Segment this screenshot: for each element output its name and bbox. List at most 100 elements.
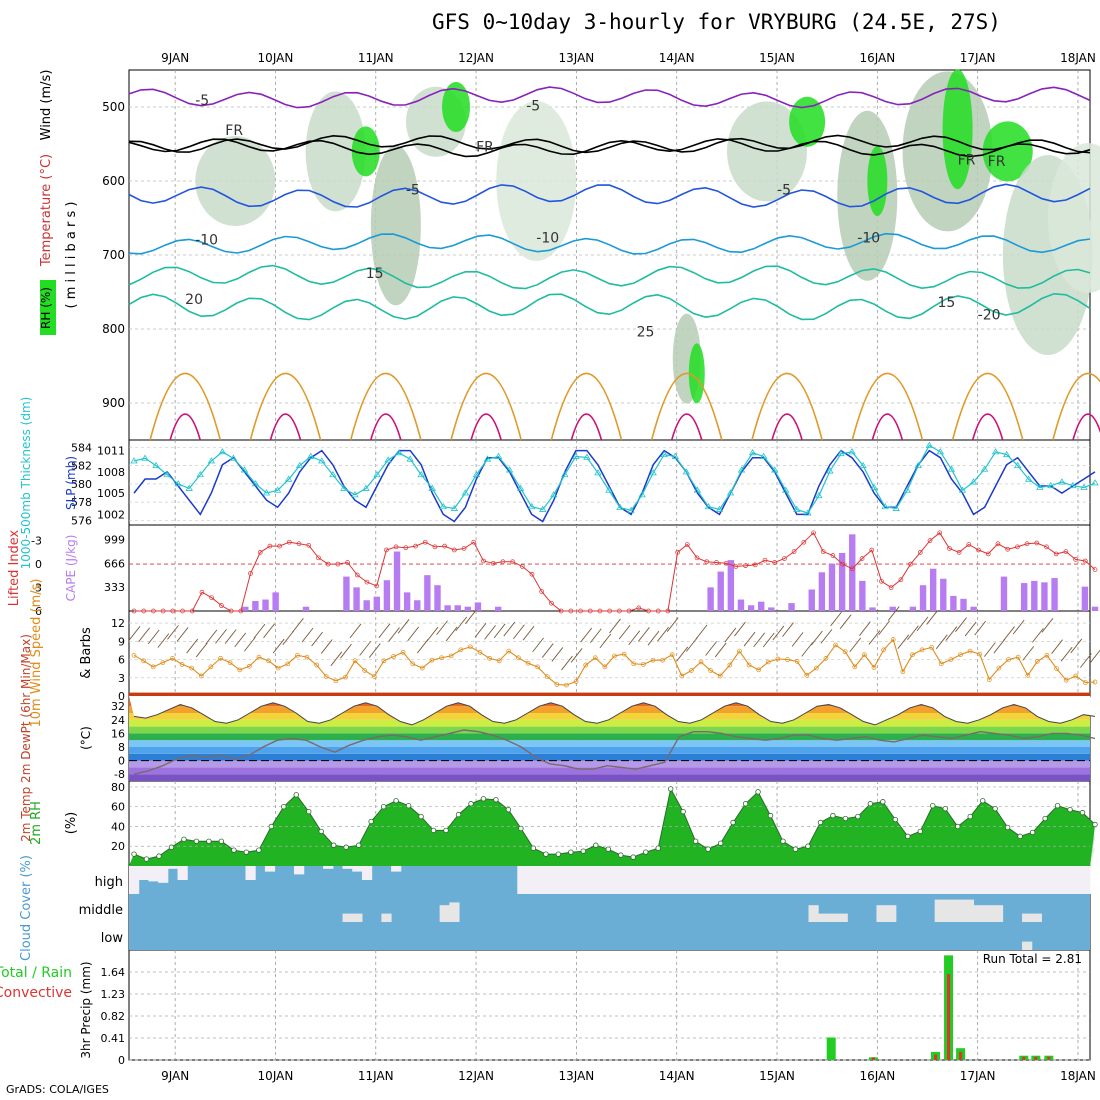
temp-color-band: [129, 740, 1090, 747]
contour-label: -20: [978, 307, 1001, 323]
wind-point: [150, 664, 156, 670]
rh-point: [193, 838, 200, 844]
wind-point: [198, 673, 204, 679]
cape-axis-label: CAPE (J/kg): [64, 535, 78, 602]
rh-point: [867, 801, 874, 807]
rh-point: [643, 849, 649, 855]
thickness-point: [494, 452, 503, 459]
rh-point: [580, 848, 587, 854]
wind-point: [660, 657, 665, 663]
cloud-cell: [594, 866, 606, 894]
rh-tick-label: 20: [111, 840, 125, 853]
li-point: [267, 543, 273, 549]
rh-point: [418, 813, 424, 820]
li-point: [248, 571, 253, 576]
thickness-point: [782, 486, 790, 493]
precip-conv-bar: [1034, 1056, 1038, 1060]
rh-point: [493, 797, 499, 803]
contour-label: -5: [526, 99, 540, 115]
thickness-tick-label: 580: [71, 478, 92, 491]
wind-tick-label: 6: [118, 654, 125, 667]
rh-point: [955, 823, 961, 830]
wind-point: [727, 662, 733, 668]
thickness-point: [505, 466, 514, 473]
li-point: [646, 608, 651, 614]
thickness-point: [804, 509, 812, 516]
cloud-cell: [818, 866, 829, 894]
wind-point: [487, 656, 492, 661]
li-point: [995, 541, 1001, 547]
li-point: [296, 541, 302, 547]
wind-point: [881, 647, 886, 653]
wind-barb: [878, 620, 890, 636]
cape-bar: [393, 551, 401, 611]
thickness-point: [693, 486, 702, 493]
wind-barb: [234, 632, 247, 648]
thickness-point: [384, 456, 392, 463]
wind-point: [1063, 677, 1069, 683]
li-point: [937, 530, 943, 536]
thickness-point: [903, 486, 911, 493]
thickness-point: [218, 448, 227, 455]
thickness-point: [185, 484, 193, 491]
cape-bar: [727, 560, 735, 611]
wind-barb: [551, 647, 564, 662]
cloud-cell: [973, 905, 984, 922]
thickness-point: [572, 452, 580, 459]
wind-barb: [637, 627, 650, 642]
slp-tick-label: 1008: [97, 466, 125, 479]
x-tick-label-top: 15JAN: [759, 51, 795, 65]
rh-point: [967, 813, 973, 820]
rh-shading: [305, 91, 366, 212]
temperature-contour: [128, 292, 1091, 321]
thickness-point: [715, 505, 724, 512]
wind-barb: [618, 624, 631, 640]
x-tick-label-top: 17JAN: [960, 51, 996, 65]
wind-barb: [1022, 646, 1035, 661]
wind-point: [910, 652, 915, 658]
li-point: [442, 543, 447, 549]
cloud-cell: [711, 866, 722, 894]
wind-point: [496, 658, 502, 664]
thickness-point: [826, 467, 834, 474]
cloud-cell: [526, 866, 538, 894]
temp-color-band: [129, 753, 1090, 761]
thickness-point: [815, 491, 823, 499]
wind-barb: [589, 628, 602, 644]
wind-point: [227, 660, 233, 665]
temperature-contour: [128, 86, 1091, 109]
temperature-contour-warm: [349, 372, 422, 441]
li-point: [791, 549, 797, 554]
li-point: [558, 608, 564, 614]
cloud-cell: [876, 905, 887, 922]
cape-bar: [414, 600, 421, 611]
rh-point: [443, 827, 449, 834]
cape-bar: [849, 534, 856, 611]
rh-point: [268, 823, 275, 830]
cape-bar: [717, 571, 724, 611]
wind-point: [573, 679, 579, 684]
li-point: [170, 608, 176, 614]
cloud-cell: [934, 866, 945, 894]
rh-point: [730, 819, 736, 826]
cloud-cell: [779, 866, 790, 894]
li-point: [199, 589, 205, 595]
slp-tick-label: 1005: [97, 487, 125, 500]
cloud-cell: [954, 866, 965, 894]
cloud-cell: [1060, 866, 1072, 894]
x-tick-label-top: 18JAN: [1060, 51, 1096, 65]
cloud-cell: [604, 866, 615, 894]
wind-point: [391, 654, 396, 659]
cloud-cell: [556, 866, 567, 894]
temperature-contour-hot: [670, 413, 703, 441]
temperature-contour-warm: [249, 372, 322, 441]
li-point: [947, 546, 952, 551]
thickness-point: [583, 453, 591, 460]
wind-barb: [686, 637, 698, 652]
thickness-point: [594, 469, 602, 476]
cape-bar: [970, 606, 977, 611]
cloud-cell: [381, 913, 392, 922]
cloud-cell: [924, 866, 936, 894]
wind-barb: [301, 627, 314, 643]
rh-point: [543, 851, 549, 857]
